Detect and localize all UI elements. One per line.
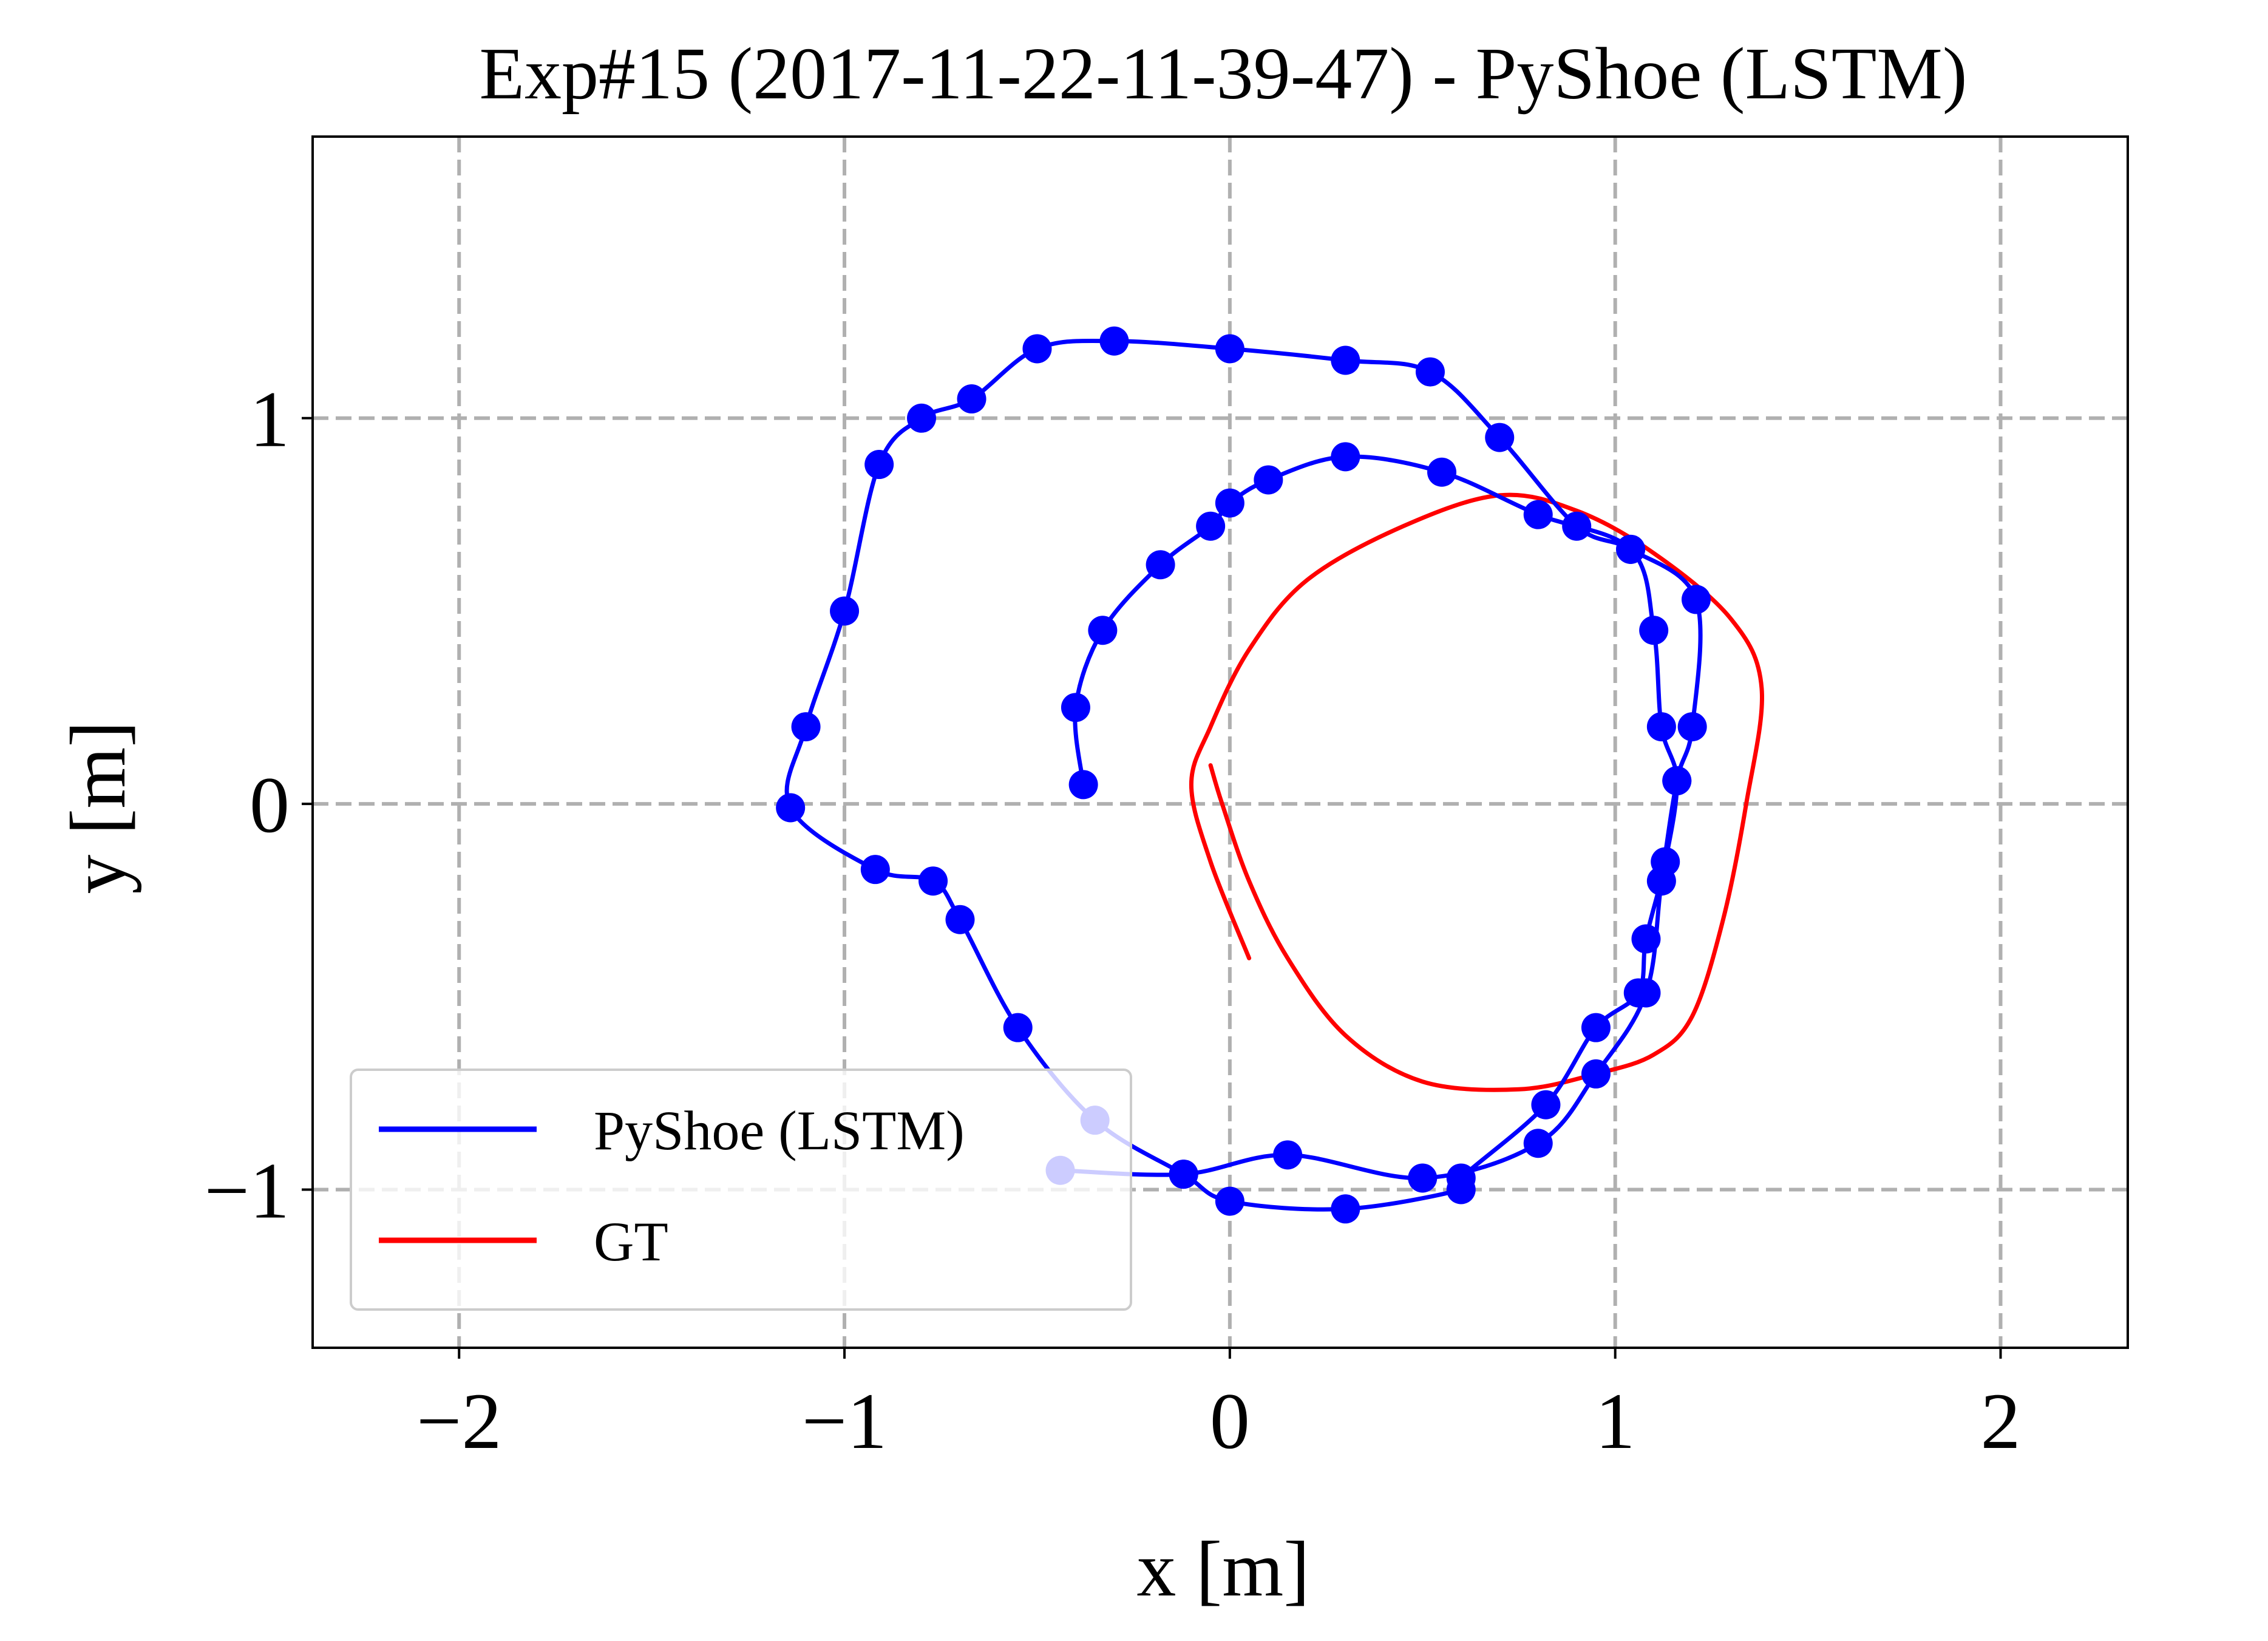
chart-title: Exp#15 (2017-11-22-11-39-47) - PyShoe (L… bbox=[480, 33, 1968, 115]
step-marker bbox=[1408, 1163, 1438, 1193]
step-marker bbox=[1662, 766, 1692, 796]
legend-label-gt: GT bbox=[594, 1211, 668, 1272]
y-tick-label: 0 bbox=[250, 760, 290, 849]
step-marker bbox=[1215, 1186, 1244, 1216]
pyshoe-series bbox=[776, 326, 1711, 1224]
step-marker bbox=[1631, 924, 1661, 954]
y-tick-label: −1 bbox=[205, 1146, 290, 1235]
step-marker bbox=[1254, 465, 1283, 495]
y-axis-label: y [m] bbox=[55, 721, 142, 894]
step-marker bbox=[1169, 1160, 1198, 1189]
x-tick-label: −1 bbox=[802, 1376, 887, 1466]
gt-trajectory-line bbox=[1189, 492, 1764, 1092]
step-marker bbox=[1331, 442, 1360, 472]
step-marker bbox=[957, 384, 986, 414]
step-marker bbox=[1099, 326, 1129, 356]
x-tick-label: 0 bbox=[1210, 1376, 1250, 1466]
gt-series bbox=[1189, 492, 1764, 1092]
step-marker bbox=[1068, 770, 1098, 800]
step-marker bbox=[907, 403, 937, 433]
x-tick-label: 1 bbox=[1595, 1376, 1635, 1466]
legend-label-pyshoe: PyShoe (LSTM) bbox=[594, 1099, 965, 1161]
step-marker bbox=[1331, 1194, 1360, 1224]
step-marker bbox=[1215, 488, 1244, 518]
step-marker bbox=[1523, 1129, 1553, 1158]
step-marker bbox=[1682, 585, 1711, 614]
plot-area-frame bbox=[311, 135, 2129, 1349]
step-marker bbox=[1061, 693, 1090, 722]
step-marker bbox=[1523, 500, 1553, 529]
step-marker bbox=[860, 855, 890, 885]
step-marker bbox=[1631, 978, 1661, 1008]
step-marker bbox=[776, 793, 806, 823]
step-marker bbox=[1022, 334, 1052, 364]
step-marker bbox=[1003, 1013, 1033, 1042]
step-marker bbox=[1677, 712, 1707, 742]
step-marker bbox=[1146, 550, 1175, 580]
step-marker bbox=[1616, 534, 1646, 564]
step-marker bbox=[1485, 423, 1515, 452]
step-marker bbox=[830, 596, 860, 626]
step-marker bbox=[1331, 345, 1360, 375]
y-tick-label: 1 bbox=[250, 375, 290, 464]
step-marker bbox=[1646, 866, 1676, 896]
step-marker bbox=[1562, 511, 1592, 541]
step-marker bbox=[918, 866, 948, 896]
step-marker bbox=[1581, 1013, 1611, 1042]
step-marker bbox=[945, 905, 975, 934]
step-marker bbox=[1088, 616, 1118, 645]
legend: PyShoe (LSTM) GT bbox=[350, 1069, 1132, 1311]
step-marker bbox=[1581, 1059, 1611, 1089]
x-tick-label: −2 bbox=[416, 1376, 501, 1466]
axis-ticks: −2 −1 0 1 2 −1 0 1 bbox=[205, 375, 2021, 1466]
step-marker bbox=[1215, 334, 1244, 364]
step-marker bbox=[1415, 357, 1445, 387]
step-marker bbox=[1646, 712, 1676, 742]
step-marker bbox=[1531, 1090, 1561, 1119]
step-marker bbox=[1639, 616, 1669, 645]
step-marker bbox=[1427, 457, 1457, 487]
legend-box bbox=[350, 1069, 1132, 1311]
step-marker bbox=[1196, 511, 1226, 541]
step-marker bbox=[1446, 1175, 1476, 1204]
step-marker bbox=[864, 450, 894, 480]
x-axis-label: x [m] bbox=[1136, 1526, 1309, 1613]
step-marker bbox=[1273, 1140, 1303, 1170]
x-tick-label: 2 bbox=[1981, 1376, 2021, 1466]
step-marker bbox=[791, 712, 821, 742]
